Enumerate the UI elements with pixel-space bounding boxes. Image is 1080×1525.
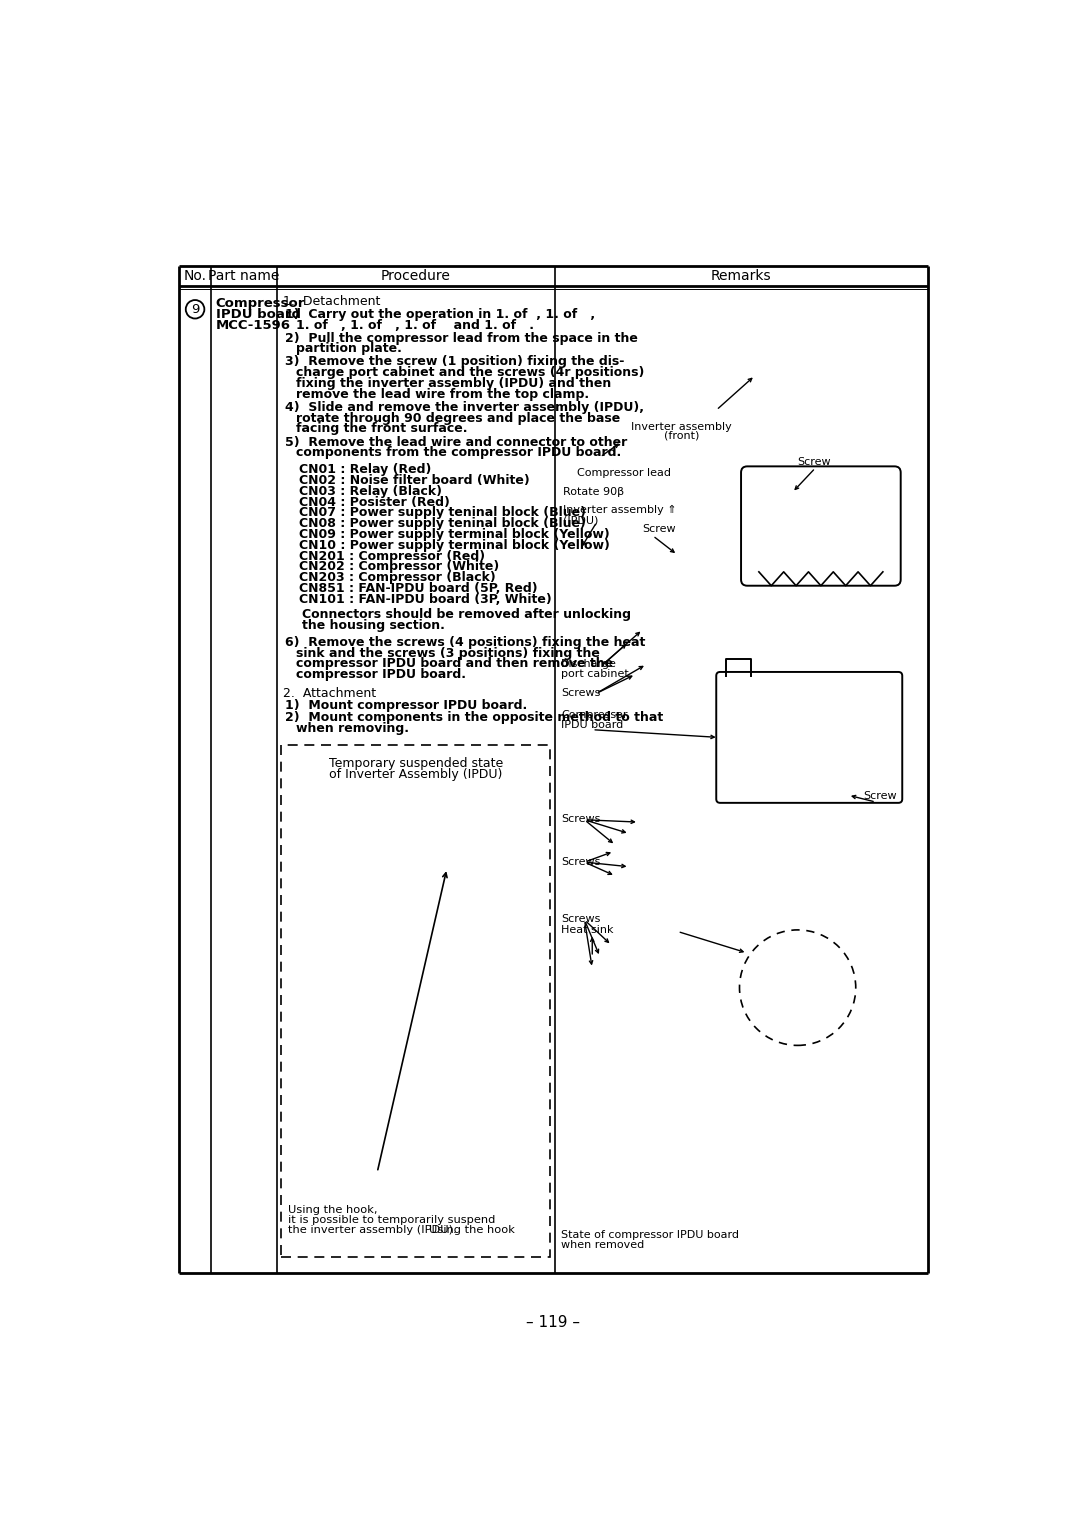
Text: Using the hook: Using the hook xyxy=(429,1225,514,1235)
Text: CN03 : Relay (Black): CN03 : Relay (Black) xyxy=(298,485,442,497)
Text: 2)  Pull the compressor lead from the space in the: 2) Pull the compressor lead from the spa… xyxy=(284,331,637,345)
Text: Screws: Screws xyxy=(562,915,600,924)
Text: Procedure: Procedure xyxy=(381,270,450,284)
Text: Rotate 90β: Rotate 90β xyxy=(563,486,624,497)
Text: Using the hook,: Using the hook, xyxy=(287,1205,377,1215)
Text: facing the front surface.: facing the front surface. xyxy=(296,422,468,436)
Text: compressor IPDU board.: compressor IPDU board. xyxy=(296,668,467,682)
Text: Screw: Screw xyxy=(643,525,676,534)
Text: 2.  Attachment: 2. Attachment xyxy=(283,686,376,700)
Text: 1)  Carry out the operation in 1. of  , 1. of   ,: 1) Carry out the operation in 1. of , 1.… xyxy=(284,308,595,320)
Text: CN01 : Relay (Red): CN01 : Relay (Red) xyxy=(298,464,431,476)
Text: CN10 : Power supply terminal block (Yellow): CN10 : Power supply terminal block (Yell… xyxy=(298,538,609,552)
Text: when removed: when removed xyxy=(562,1240,645,1250)
Text: partition plate.: partition plate. xyxy=(296,343,402,355)
Text: CN02 : Noise filter board (White): CN02 : Noise filter board (White) xyxy=(298,474,529,486)
Text: of Inverter Assembly (IPDU): of Inverter Assembly (IPDU) xyxy=(329,769,502,781)
Text: Screws: Screws xyxy=(562,688,600,698)
Text: Inverter assembly: Inverter assembly xyxy=(631,422,732,432)
Text: Temporary suspended state: Temporary suspended state xyxy=(328,758,503,770)
Text: State of compressor IPDU board: State of compressor IPDU board xyxy=(562,1231,739,1240)
Text: Screw: Screw xyxy=(864,791,897,801)
Text: IPDU board: IPDU board xyxy=(562,720,623,729)
Text: the housing section.: the housing section. xyxy=(301,619,445,631)
Text: CN201 : Compressor (Red): CN201 : Compressor (Red) xyxy=(298,549,485,563)
Text: 4)  Slide and remove the inverter assembly (IPDU),: 4) Slide and remove the inverter assembl… xyxy=(284,401,644,413)
Text: it is possible to temporarily suspend: it is possible to temporarily suspend xyxy=(287,1215,495,1225)
Text: Remarks: Remarks xyxy=(711,270,772,284)
Text: 6)  Remove the screws (4 positions) fixing the heat: 6) Remove the screws (4 positions) fixin… xyxy=(284,636,645,648)
Text: remove the lead wire from the top clamp.: remove the lead wire from the top clamp. xyxy=(296,387,590,401)
Text: CN08 : Power supply teninal block (Blue): CN08 : Power supply teninal block (Blue) xyxy=(298,517,585,531)
Text: 9: 9 xyxy=(191,303,199,316)
Text: Screws: Screws xyxy=(562,857,600,866)
Text: MCC-1596: MCC-1596 xyxy=(216,319,291,331)
Text: Connectors should be removed after unlocking: Connectors should be removed after unloc… xyxy=(301,608,631,621)
Text: CN202 : Compressor (White): CN202 : Compressor (White) xyxy=(298,560,499,573)
Text: CN203 : Compressor (Black): CN203 : Compressor (Black) xyxy=(298,570,496,584)
Text: CN101 : FAN-IPDU board (3P, White): CN101 : FAN-IPDU board (3P, White) xyxy=(298,593,551,605)
Text: No.: No. xyxy=(184,270,206,284)
Text: – 119 –: – 119 – xyxy=(527,1315,581,1330)
Text: 1.  Detachment: 1. Detachment xyxy=(283,296,380,308)
Text: the inverter assembly (IPDU).: the inverter assembly (IPDU). xyxy=(287,1225,457,1235)
Text: (IPDU): (IPDU) xyxy=(563,515,598,526)
Text: (front): (front) xyxy=(664,432,699,441)
Text: fixing the inverter assembly (IPDU) and then: fixing the inverter assembly (IPDU) and … xyxy=(296,377,611,390)
Text: Heat sink: Heat sink xyxy=(562,924,613,935)
Text: 1)  Mount compressor IPDU board.: 1) Mount compressor IPDU board. xyxy=(284,698,527,712)
Text: Part name: Part name xyxy=(208,270,280,284)
Text: Compressor lead: Compressor lead xyxy=(577,468,671,477)
Text: port cabinet: port cabinet xyxy=(562,669,629,679)
Text: CN04 : Posister (Red): CN04 : Posister (Red) xyxy=(298,496,449,509)
Text: components from the compressor IPDU board.: components from the compressor IPDU boar… xyxy=(296,447,621,459)
Text: 1. of   , 1. of   , 1. of    and 1. of   .: 1. of , 1. of , 1. of and 1. of . xyxy=(296,319,535,331)
Text: Inverter assembly ⇑: Inverter assembly ⇑ xyxy=(563,505,676,515)
Text: rotate through 90 degrees and place the base: rotate through 90 degrees and place the … xyxy=(296,412,620,424)
Text: CN07 : Power supply teninal block (Blue): CN07 : Power supply teninal block (Blue) xyxy=(298,506,585,520)
Text: Screw: Screw xyxy=(798,458,832,467)
Text: 5)  Remove the lead wire and connector to other: 5) Remove the lead wire and connector to… xyxy=(284,436,626,448)
Text: when removing.: when removing. xyxy=(296,721,409,735)
Text: CN851 : FAN-IPDU board (5P, Red): CN851 : FAN-IPDU board (5P, Red) xyxy=(298,583,537,595)
Text: IPDU board: IPDU board xyxy=(216,308,300,320)
Text: Discharge: Discharge xyxy=(562,659,617,669)
Text: 2)  Mount components in the opposite method to that: 2) Mount components in the opposite meth… xyxy=(284,711,663,724)
Text: Compressor: Compressor xyxy=(216,297,305,310)
Text: compressor IPDU board and then remove the: compressor IPDU board and then remove th… xyxy=(296,657,613,671)
Text: sink and the screws (3 positions) fixing the: sink and the screws (3 positions) fixing… xyxy=(296,647,600,659)
Text: Compressor: Compressor xyxy=(562,711,627,720)
Text: charge port cabinet and the screws (4r positions): charge port cabinet and the screws (4r p… xyxy=(296,366,645,380)
Text: Screws: Screws xyxy=(562,814,600,825)
Bar xyxy=(282,746,551,1257)
Text: 3)  Remove the screw (1 position) fixing the dis-: 3) Remove the screw (1 position) fixing … xyxy=(284,355,624,369)
Text: CN09 : Power supply terminal block (Yellow): CN09 : Power supply terminal block (Yell… xyxy=(298,528,609,541)
